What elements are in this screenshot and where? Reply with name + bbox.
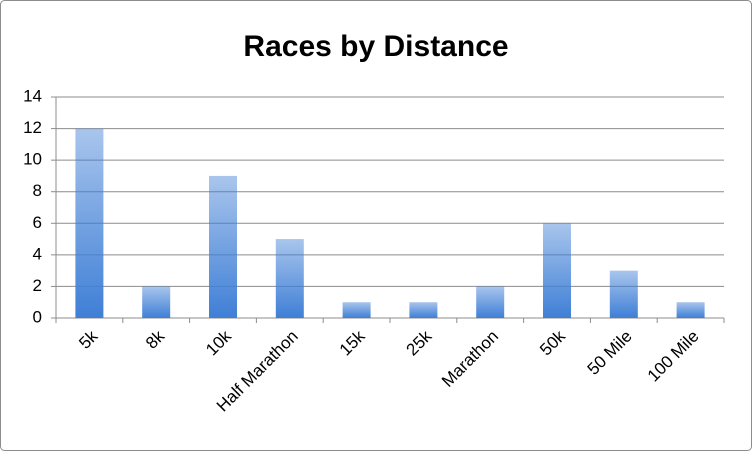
bar [142, 286, 171, 318]
bar [209, 175, 237, 318]
y-tick-label: 14 [23, 86, 42, 105]
bar [342, 302, 371, 318]
y-tick-label: 8 [33, 181, 42, 200]
bar [409, 302, 438, 318]
y-tick-label: 10 [23, 150, 42, 169]
y-tick-label: 0 [33, 307, 42, 326]
chart-title: Races by Distance [243, 30, 508, 63]
y-tick-label: 12 [23, 118, 42, 137]
bar [75, 128, 104, 318]
bar [543, 223, 571, 318]
y-tick-label: 6 [33, 213, 42, 232]
bar [275, 239, 304, 318]
bar [676, 302, 705, 318]
bar [609, 270, 638, 318]
bar [476, 286, 505, 318]
y-tick-label: 4 [33, 244, 42, 263]
y-tick-label: 2 [33, 276, 42, 295]
